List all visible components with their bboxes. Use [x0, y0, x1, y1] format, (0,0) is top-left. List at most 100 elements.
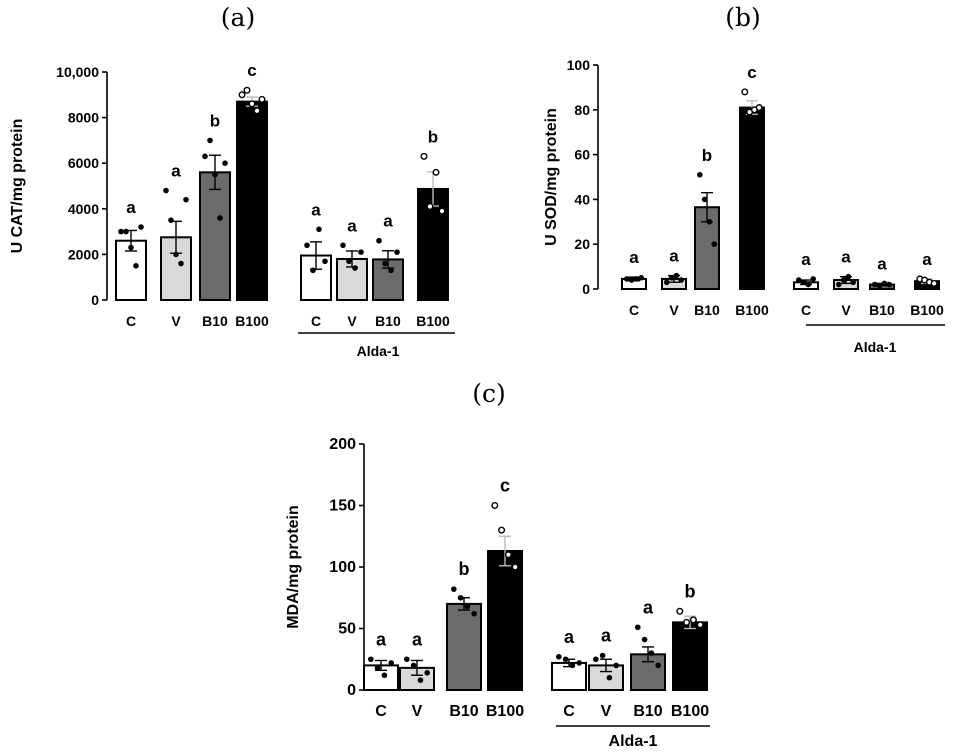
y-tick-label: 0	[582, 281, 590, 297]
data-point	[322, 258, 328, 265]
data-point	[711, 241, 717, 247]
data-point	[417, 677, 424, 683]
y-tick-label: 100	[329, 559, 356, 576]
category-label: B100	[486, 703, 524, 720]
data-point	[123, 228, 129, 235]
data-point	[576, 660, 582, 666]
data-point	[394, 249, 400, 255]
y-tick-label: 100	[567, 57, 591, 73]
data-point	[202, 153, 208, 160]
category-label: B100	[910, 302, 944, 318]
data-point	[664, 279, 670, 286]
y-tick-label: 10,000	[56, 64, 99, 80]
data-point	[238, 91, 246, 99]
category-label: V	[412, 703, 423, 720]
significance-letter: a	[347, 216, 357, 235]
y-axis-title: U SOD/mg protein	[543, 108, 560, 246]
data-point	[404, 656, 410, 663]
category-label: B10	[202, 313, 228, 329]
data-point	[706, 219, 713, 225]
data-point	[676, 607, 684, 615]
data-point	[133, 263, 139, 269]
category-label: B10	[633, 703, 662, 720]
y-axis-title: MDA/mg protein	[285, 505, 302, 629]
y-tick-label: 60	[574, 147, 590, 163]
significance-letter: a	[669, 247, 679, 266]
data-point	[556, 653, 562, 660]
data-point	[562, 656, 569, 663]
data-point	[222, 160, 228, 166]
y-tick-label: 0	[347, 682, 356, 699]
significance-letter: c	[247, 61, 256, 80]
data-point	[183, 196, 189, 203]
category-label: B100	[671, 703, 709, 720]
data-point	[800, 279, 807, 286]
category-label: V	[347, 313, 357, 329]
data-point	[648, 650, 655, 656]
bar	[199, 171, 231, 302]
y-tick-label: 8000	[68, 110, 99, 126]
data-point	[457, 594, 464, 601]
significance-letter: a	[922, 250, 932, 269]
data-point	[881, 280, 888, 287]
data-point	[872, 281, 878, 288]
data-point	[310, 267, 316, 274]
data-point	[624, 276, 630, 282]
data-point	[696, 621, 704, 629]
data-point	[207, 137, 213, 144]
category-label: B100	[416, 313, 450, 329]
category-label: C	[126, 313, 136, 329]
data-point	[886, 281, 892, 288]
data-point	[635, 624, 641, 631]
group-label: Alda-1	[609, 733, 658, 750]
y-tick-label: 150	[329, 498, 356, 515]
significance-letter: b	[459, 559, 470, 579]
y-tick-label: 20	[574, 236, 590, 252]
significance-letter: b	[702, 146, 712, 165]
data-point	[599, 652, 606, 659]
data-point	[358, 249, 364, 255]
data-point	[689, 616, 697, 624]
data-point	[426, 203, 434, 211]
panel-label: (a)	[221, 3, 255, 32]
data-point	[805, 281, 812, 288]
category-label: C	[311, 313, 321, 329]
data-point	[248, 100, 256, 108]
panel-a: (a) 0 2000 4000 6000 8000 10,000 U CAT/mg prote…	[9, 3, 455, 359]
bar	[672, 621, 708, 691]
y-tick-label: 0	[91, 292, 99, 308]
data-point	[641, 636, 648, 643]
significance-letter: a	[601, 626, 612, 646]
data-point	[810, 276, 816, 282]
data-point	[258, 95, 266, 103]
bar	[487, 550, 523, 692]
category-label: B10	[869, 302, 895, 318]
data-point	[173, 251, 179, 258]
significance-letter: a	[801, 250, 811, 269]
data-point	[118, 228, 124, 235]
data-point	[755, 104, 763, 112]
data-point	[638, 275, 644, 281]
significance-letter: b	[210, 111, 220, 130]
data-point	[410, 662, 417, 669]
data-point	[340, 242, 346, 249]
significance-letter: a	[643, 597, 654, 617]
data-point	[212, 171, 218, 178]
category-label: V	[601, 703, 612, 720]
data-point	[511, 563, 519, 571]
category-label: V	[171, 313, 181, 329]
data-point	[628, 277, 635, 283]
significance-letter: a	[171, 162, 181, 181]
category-label: C	[629, 302, 639, 318]
data-point	[376, 237, 382, 244]
category-label: B10	[375, 313, 401, 329]
panel-b: (b) 0 20 40 60 80 100 U SOD/mg protein a Ca Vb B10 c…	[543, 3, 945, 355]
data-point	[683, 618, 691, 626]
data-point	[163, 187, 169, 194]
significance-letter: b	[685, 581, 696, 601]
data-point	[128, 244, 134, 251]
data-point	[432, 168, 440, 176]
bar	[739, 106, 765, 290]
category-label: C	[375, 703, 387, 720]
panel-c: (c) 0 50 100 150 200 MDA/mg protein a Ca Vb B10 c B1…	[285, 379, 710, 750]
